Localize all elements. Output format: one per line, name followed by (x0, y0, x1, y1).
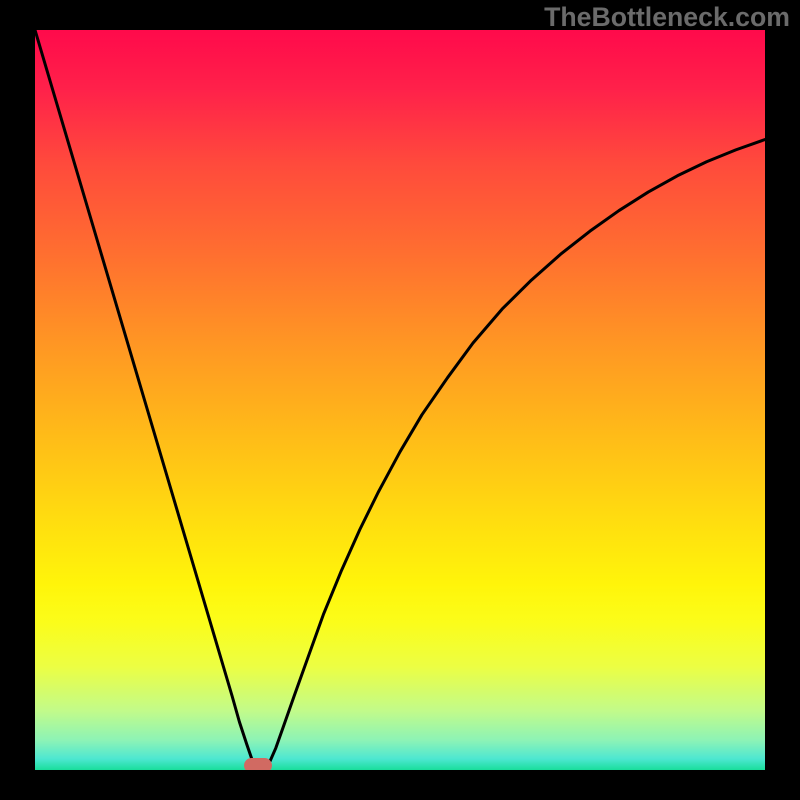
curve-path (35, 30, 765, 770)
data-point-marker (244, 758, 272, 770)
watermark-text: TheBottleneck.com (544, 2, 790, 33)
plot-area (35, 30, 765, 770)
chart-frame: TheBottleneck.com (0, 0, 800, 800)
bottleneck-curve (35, 30, 765, 770)
